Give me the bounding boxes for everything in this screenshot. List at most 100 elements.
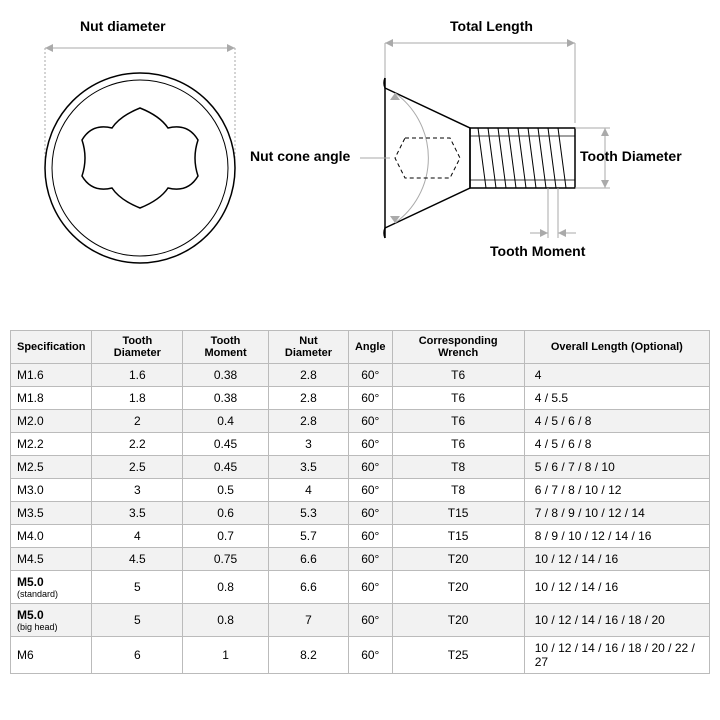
table-cell: 60° [348,456,392,479]
column-header: Corresponding Wrench [392,331,524,364]
nut-cone-angle-label: Nut cone angle [250,148,350,164]
table-cell: 10 / 12 / 14 / 16 / 18 / 20 [524,604,709,637]
table-cell: 3 [92,479,183,502]
table-cell: 6 / 7 / 8 / 10 / 12 [524,479,709,502]
table-cell: 2.5 [92,456,183,479]
table-cell: M1.8 [11,387,92,410]
table-cell: 4 / 5.5 [524,387,709,410]
table-row: M1.81.80.382.860°T64 / 5.5 [11,387,710,410]
table-cell: 60° [348,637,392,674]
table-cell: M4.5 [11,548,92,571]
table-cell: 1.6 [92,364,183,387]
table-cell: 8 / 9 / 10 / 12 / 14 / 16 [524,525,709,548]
table-cell: M2.2 [11,433,92,456]
table-cell: 60° [348,364,392,387]
table-cell: 6.6 [268,548,348,571]
table-row: M4.040.75.760°T158 / 9 / 10 / 12 / 14 / … [11,525,710,548]
table-cell: 4 / 5 / 6 / 8 [524,433,709,456]
table-cell: 0.38 [183,364,269,387]
diagram-area: Nut diameter Total Length Nut cone angle… [10,10,710,310]
table-cell: 2 [92,410,183,433]
column-header: Tooth Moment [183,331,269,364]
table-cell: M1.6 [11,364,92,387]
table-row: M3.030.5460°T86 / 7 / 8 / 10 / 12 [11,479,710,502]
table-row: M5.0(standard)50.86.660°T2010 / 12 / 14 … [11,571,710,604]
table-row: M6618.260°T2510 / 12 / 14 / 16 / 18 / 20… [11,637,710,674]
table-cell: M3.5 [11,502,92,525]
table-cell: 60° [348,525,392,548]
table-cell: 10 / 12 / 14 / 16 / 18 / 20 / 22 / 27 [524,637,709,674]
column-header: Specification [11,331,92,364]
tooth-diameter-label: Tooth Diameter [580,148,682,164]
table-cell: 2.8 [268,387,348,410]
table-cell: 60° [348,502,392,525]
table-cell: T6 [392,433,524,456]
column-header: Nut Diameter [268,331,348,364]
table-cell: M4.0 [11,525,92,548]
table-cell: T25 [392,637,524,674]
table-cell: 2.2 [92,433,183,456]
table-cell: M2.5 [11,456,92,479]
total-length-label: Total Length [450,18,533,34]
table-cell: 3 [268,433,348,456]
table-header: SpecificationTooth DiameterTooth MomentN… [11,331,710,364]
table-cell: 4 [92,525,183,548]
table-cell: T20 [392,604,524,637]
table-cell: 5 / 6 / 7 / 8 / 10 [524,456,709,479]
table-cell: 1.8 [92,387,183,410]
table-cell: 10 / 12 / 14 / 16 [524,548,709,571]
table-cell: M2.0 [11,410,92,433]
table-cell: 2.8 [268,364,348,387]
column-header: Angle [348,331,392,364]
table-cell: 2.8 [268,410,348,433]
torx-head-diagram: Nut diameter [30,28,250,293]
table-cell: 4 [524,364,709,387]
table-cell: 0.45 [183,433,269,456]
table-body: M1.61.60.382.860°T64M1.81.80.382.860°T64… [11,364,710,674]
table-cell: M5.0(big head) [11,604,92,637]
table-cell: 60° [348,387,392,410]
table-cell: 0.8 [183,571,269,604]
table-cell: T15 [392,525,524,548]
table-cell: 0.7 [183,525,269,548]
table-cell: 5.3 [268,502,348,525]
table-cell: 0.6 [183,502,269,525]
table-cell: 4 / 5 / 6 / 8 [524,410,709,433]
table-cell: 7 / 8 / 9 / 10 / 12 / 14 [524,502,709,525]
table-row: M2.020.42.860°T64 / 5 / 6 / 8 [11,410,710,433]
table-cell: 0.38 [183,387,269,410]
torx-svg [30,28,250,288]
table-row: M3.53.50.65.360°T157 / 8 / 9 / 10 / 12 /… [11,502,710,525]
table-cell: 60° [348,410,392,433]
table-cell: T6 [392,364,524,387]
table-cell: 60° [348,604,392,637]
table-cell: T15 [392,502,524,525]
table-cell: 5 [92,604,183,637]
column-header: Tooth Diameter [92,331,183,364]
table-row: M2.22.20.45360°T64 / 5 / 6 / 8 [11,433,710,456]
table-row: M2.52.50.453.560°T85 / 6 / 7 / 8 / 10 [11,456,710,479]
table-cell: 7 [268,604,348,637]
column-header: Overall Length (Optional) [524,331,709,364]
table-cell: 0.5 [183,479,269,502]
table-cell: T6 [392,387,524,410]
table-cell: M5.0(standard) [11,571,92,604]
table-cell: 3.5 [92,502,183,525]
tooth-moment-label: Tooth Moment [490,243,585,259]
table-cell: 4 [268,479,348,502]
table-cell: 60° [348,571,392,604]
table-cell: 6 [92,637,183,674]
table-row: M5.0(big head)50.8760°T2010 / 12 / 14 / … [11,604,710,637]
table-cell: 4.5 [92,548,183,571]
table-row: M1.61.60.382.860°T64 [11,364,710,387]
table-cell: M6 [11,637,92,674]
spec-table: SpecificationTooth DiameterTooth MomentN… [10,330,710,674]
table-cell: 8.2 [268,637,348,674]
table-cell: M3.0 [11,479,92,502]
table-cell: 6.6 [268,571,348,604]
table-cell: T8 [392,479,524,502]
table-cell: 5.7 [268,525,348,548]
table-cell: 0.8 [183,604,269,637]
table-cell: 5 [92,571,183,604]
nut-diameter-label: Nut diameter [80,18,166,34]
